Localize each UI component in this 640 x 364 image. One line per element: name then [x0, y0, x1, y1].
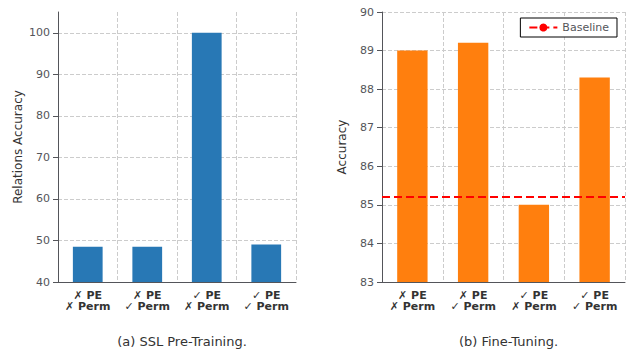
svg-text:85: 85 [360, 198, 374, 211]
svg-text:84: 84 [360, 237, 374, 250]
svg-text:✗ Perm: ✗ Perm [184, 300, 229, 313]
svg-text:(b) Fine-Tuning.: (b) Fine-Tuning. [459, 334, 558, 349]
svg-text:80: 80 [36, 109, 50, 122]
svg-text:Relations Accuracy: Relations Accuracy [11, 90, 25, 204]
svg-text:90: 90 [36, 68, 50, 81]
svg-text:✓ Perm: ✓ Perm [125, 300, 170, 313]
svg-text:90: 90 [360, 6, 374, 19]
svg-text:✗ PE: ✗ PE [458, 289, 488, 302]
svg-text:✗ Perm: ✗ Perm [390, 300, 435, 313]
svg-text:✓ PE: ✓ PE [192, 289, 222, 302]
svg-text:40: 40 [36, 276, 50, 289]
svg-text:70: 70 [36, 151, 50, 164]
svg-text:✗ Perm: ✗ Perm [65, 300, 110, 313]
svg-text:88: 88 [360, 83, 374, 96]
svg-text:(a) SSL Pre-Training.: (a) SSL Pre-Training. [117, 334, 247, 349]
svg-text:Accuracy: Accuracy [335, 120, 349, 175]
svg-text:✓ PE: ✓ PE [580, 289, 609, 302]
svg-text:✓ PE: ✓ PE [251, 289, 281, 302]
svg-text:✓ Perm: ✓ Perm [572, 300, 617, 313]
svg-text:✓ PE: ✓ PE [519, 289, 549, 302]
svg-text:✗ PE: ✗ PE [73, 289, 103, 302]
svg-text:✗ PE: ✗ PE [132, 289, 162, 302]
svg-text:✓ Perm: ✓ Perm [244, 300, 289, 313]
svg-text:✓ Perm: ✓ Perm [450, 300, 495, 313]
svg-text:50: 50 [36, 234, 50, 247]
svg-text:86: 86 [360, 160, 374, 173]
svg-text:87: 87 [360, 121, 374, 134]
svg-text:Baseline: Baseline [562, 21, 609, 34]
svg-text:✗ PE: ✗ PE [398, 289, 427, 302]
svg-text:100: 100 [29, 26, 50, 39]
svg-text:✗ Perm: ✗ Perm [511, 300, 556, 313]
svg-text:60: 60 [36, 192, 50, 205]
svg-text:89: 89 [360, 44, 374, 57]
svg-text:83: 83 [360, 276, 374, 289]
